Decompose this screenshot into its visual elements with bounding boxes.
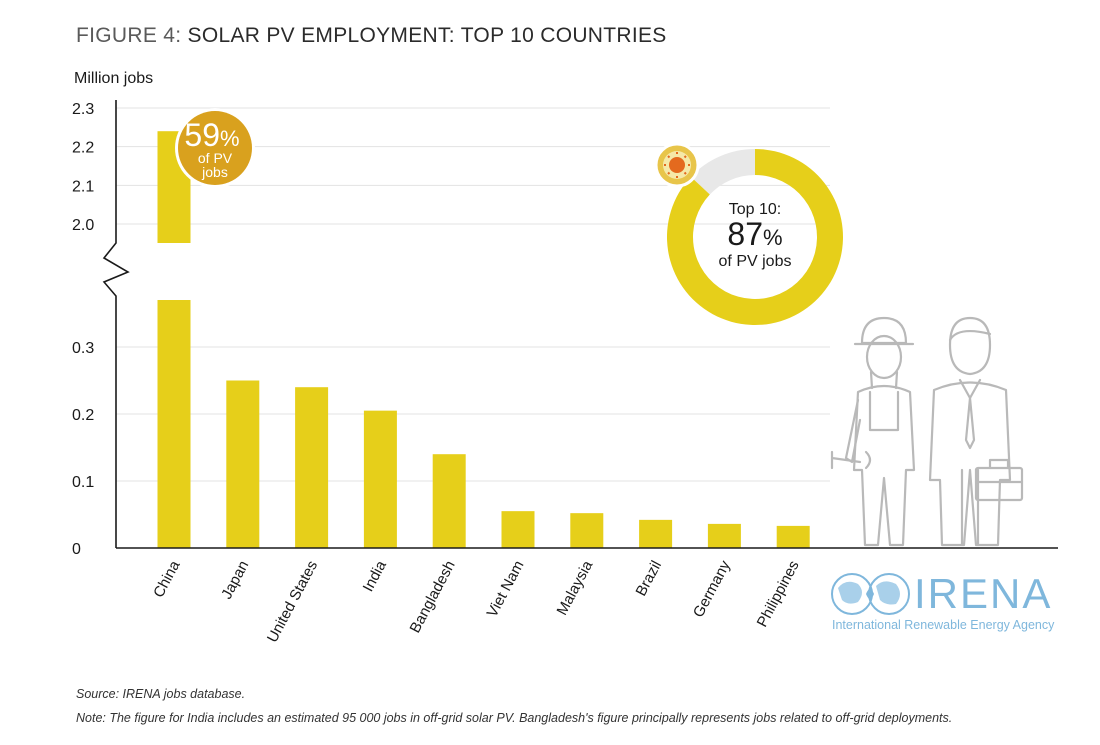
y-tick-label: 2.1: [72, 178, 94, 195]
donut-line1: Top 10:: [729, 201, 781, 218]
bar-brazil: [639, 519, 673, 548]
bar-malaysia: [570, 513, 604, 548]
bar-bangladesh: [432, 454, 466, 548]
x-category-label: Germany: [690, 557, 734, 620]
x-category-label: Japan: [218, 558, 252, 602]
badge-line1: of PV: [198, 150, 233, 166]
donut-rest-segment: [690, 149, 755, 195]
female-worker-icon: [830, 316, 916, 547]
irena-logo: IRENA: [914, 570, 1053, 617]
x-category-label: United States: [264, 558, 321, 646]
y-tick-label: 2.0: [72, 217, 94, 234]
irena-logo-icon: [831, 573, 910, 615]
x-category-label: Bangladesh: [407, 558, 459, 636]
y-tick-label: 2.3: [72, 101, 94, 118]
y-tick-label: 0.1: [72, 474, 94, 491]
x-category-label: Philippines: [754, 558, 803, 630]
footnote-source: Source: IRENA jobs database.: [76, 687, 246, 701]
x-category-label: India: [360, 557, 391, 594]
figure-prefix: FIGURE 4:: [76, 24, 182, 47]
bar-philippines: [776, 525, 810, 548]
bar-viet-nam: [501, 511, 535, 548]
y-axis-line: [102, 100, 130, 548]
category-labels: China Japan United States India Bangladesh Vi…: [150, 557, 803, 645]
y-tick-label: 0: [72, 541, 81, 558]
badge-circle: [178, 111, 252, 185]
x-category-label: Viet Nam: [484, 558, 528, 620]
x-category-label: Brazil: [633, 558, 666, 599]
x-category-label: Malaysia: [554, 557, 597, 618]
male-worker-icon: [928, 316, 1024, 547]
bar-break-gap: [154, 243, 194, 296]
badge-percent: 59%: [184, 117, 239, 153]
bar-germany: [707, 523, 741, 548]
bar-japan: [226, 380, 260, 548]
tick-labels: 0 0.1 0.2 0.3 2.0 2.1 2.2 2.3: [72, 101, 94, 558]
donut-percent: 87%: [727, 216, 782, 252]
y-axis-label: Million jobs: [74, 70, 154, 87]
badge-line2: jobs: [201, 164, 228, 180]
donut-share-segment: [666, 149, 843, 325]
y-tick-label: 0.3: [72, 340, 94, 357]
bar-india: [363, 410, 397, 548]
top10-donut: Top 10: 87% of PV jobs: [666, 149, 843, 325]
axes: [102, 100, 1058, 549]
figure-title: FIGURE 4: SOLAR PV EMPLOYMENT: TOP 10 CO…: [76, 24, 667, 48]
y-tick-label: 0.2: [72, 407, 94, 424]
sun-icon: [654, 142, 700, 188]
donut-line2: of PV jobs: [719, 253, 792, 270]
y-tick-label: 2.2: [72, 140, 94, 157]
figure-title-text: SOLAR PV EMPLOYMENT: TOP 10 COUNTRIES: [187, 24, 667, 47]
irena-subtitle: International Renewable Energy Agency: [832, 618, 1055, 632]
bar-china-lower: [157, 300, 191, 548]
china-share-badge: 59% of PV jobs: [175, 108, 255, 188]
x-category-label: China: [150, 557, 184, 600]
footnote-note: Note: The figure for India includes an e…: [76, 711, 953, 725]
bar-united-states: [295, 387, 329, 548]
bars: [154, 131, 810, 548]
